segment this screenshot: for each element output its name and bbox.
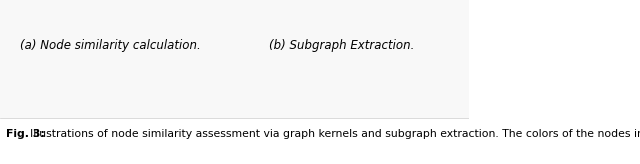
Text: (b) Subgraph Extraction.: (b) Subgraph Extraction.	[269, 39, 415, 52]
Text: Illustrations of node similarity assessment via graph kernels and subgraph extra: Illustrations of node similarity assessm…	[31, 130, 640, 139]
Text: Fig. 3:: Fig. 3:	[6, 130, 45, 139]
Text: (a) Node similarity calculation.: (a) Node similarity calculation.	[20, 39, 200, 52]
FancyBboxPatch shape	[0, 0, 468, 118]
